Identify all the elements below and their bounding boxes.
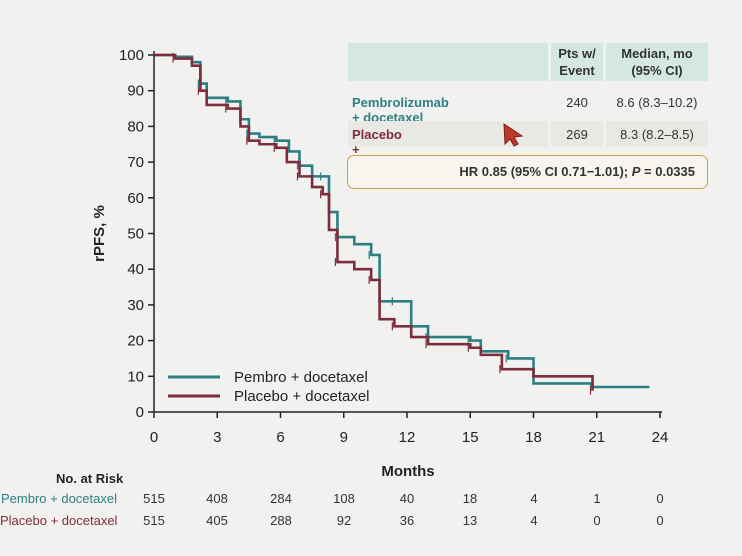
risk-table-title: No. at Risk bbox=[56, 471, 124, 486]
x-tick-label: 18 bbox=[525, 429, 542, 446]
summary-header-median: Median, mo (95% CI) bbox=[606, 43, 708, 81]
risk-cell: 108 bbox=[333, 491, 355, 506]
placebo-curve bbox=[154, 53, 594, 391]
risk-row-pembro-label: Pembro + docetaxel bbox=[1, 491, 117, 506]
summary-row-pembro-events: 240 bbox=[566, 95, 588, 110]
y-tick-label: 80 bbox=[127, 118, 144, 135]
legend-label-placebo: Placebo + docetaxel bbox=[234, 388, 370, 405]
hazard-ratio-box: HR 0.85 (95% CI 0.71−1.01); P = 0.0335 bbox=[347, 155, 708, 189]
risk-cell: 405 bbox=[206, 513, 228, 528]
risk-cell: 36 bbox=[399, 513, 415, 528]
risk-cell: 92 bbox=[336, 513, 352, 528]
summary-row-bg bbox=[606, 121, 708, 147]
x-tick-label: 21 bbox=[588, 429, 605, 446]
y-tick-label: 20 bbox=[127, 333, 144, 350]
y-tick-label: 10 bbox=[127, 368, 144, 385]
hr-p-value: = 0.0335 bbox=[640, 164, 695, 179]
x-axis-title: Months bbox=[381, 463, 434, 480]
x-tick-label: 12 bbox=[399, 429, 416, 446]
legend-label-pembro: Pembro + docetaxel bbox=[234, 369, 368, 386]
risk-cell: 288 bbox=[270, 513, 292, 528]
summary-header-blank bbox=[348, 43, 548, 81]
risk-cell: 40 bbox=[399, 491, 415, 506]
summary-row-pembro-median: 8.6 (8.3–10.2) bbox=[616, 95, 698, 110]
y-tick-label: 40 bbox=[127, 261, 144, 278]
summary-row-placebo-events: 269 bbox=[566, 127, 588, 142]
hr-p-label: P bbox=[631, 164, 641, 179]
risk-cell: 515 bbox=[143, 491, 165, 506]
y-axis-title: rPFS, % bbox=[91, 205, 108, 262]
risk-cell: 4 bbox=[530, 513, 538, 528]
x-tick-label: 15 bbox=[462, 429, 479, 446]
summary-header-events: Pts w/ Event bbox=[551, 43, 603, 81]
risk-cell: 0 bbox=[656, 491, 664, 506]
x-tick-label: 3 bbox=[213, 429, 221, 446]
chart-series bbox=[154, 52, 650, 395]
x-tick-label: 0 bbox=[150, 429, 158, 446]
risk-cell: 0 bbox=[656, 513, 664, 528]
x-tick-label: 9 bbox=[340, 429, 348, 446]
y-tick-label: 90 bbox=[127, 83, 144, 100]
risk-cell: 18 bbox=[462, 491, 478, 506]
y-tick-label: 0 bbox=[136, 404, 144, 421]
summary-row-bg bbox=[551, 121, 603, 147]
pembro-curve bbox=[154, 53, 650, 389]
y-tick-label: 100 bbox=[119, 47, 144, 64]
y-tick-label: 60 bbox=[127, 190, 144, 207]
risk-cell: 0 bbox=[593, 513, 601, 528]
risk-cell: 284 bbox=[270, 491, 292, 506]
summary-row-placebo-median: 8.3 (8.2–8.5) bbox=[620, 127, 694, 142]
x-tick-label: 6 bbox=[276, 429, 284, 446]
hr-text: HR 0.85 (95% CI 0.71−1.01); bbox=[459, 164, 632, 179]
chart-axes: 0 10 20 30 40 50 60 70 80 90 100 0 3 6 9 12 15 18 21 24 Mont… bbox=[91, 47, 668, 480]
y-tick-label: 30 bbox=[127, 297, 144, 314]
risk-row-placebo-label: Placebo + docetaxel bbox=[0, 513, 118, 528]
y-tick-label: 70 bbox=[127, 154, 144, 171]
risk-cell: 408 bbox=[206, 491, 228, 506]
chart-legend: Pembro + docetaxel Placebo + docetaxel bbox=[168, 369, 370, 405]
risk-cell: 4 bbox=[530, 491, 538, 506]
mouse-pointer-icon bbox=[503, 123, 524, 147]
risk-cell: 1 bbox=[593, 491, 601, 506]
risk-cell: 515 bbox=[143, 513, 165, 528]
y-tick-label: 50 bbox=[127, 226, 144, 243]
risk-cell: 13 bbox=[462, 513, 478, 528]
x-tick-label: 24 bbox=[652, 429, 669, 446]
